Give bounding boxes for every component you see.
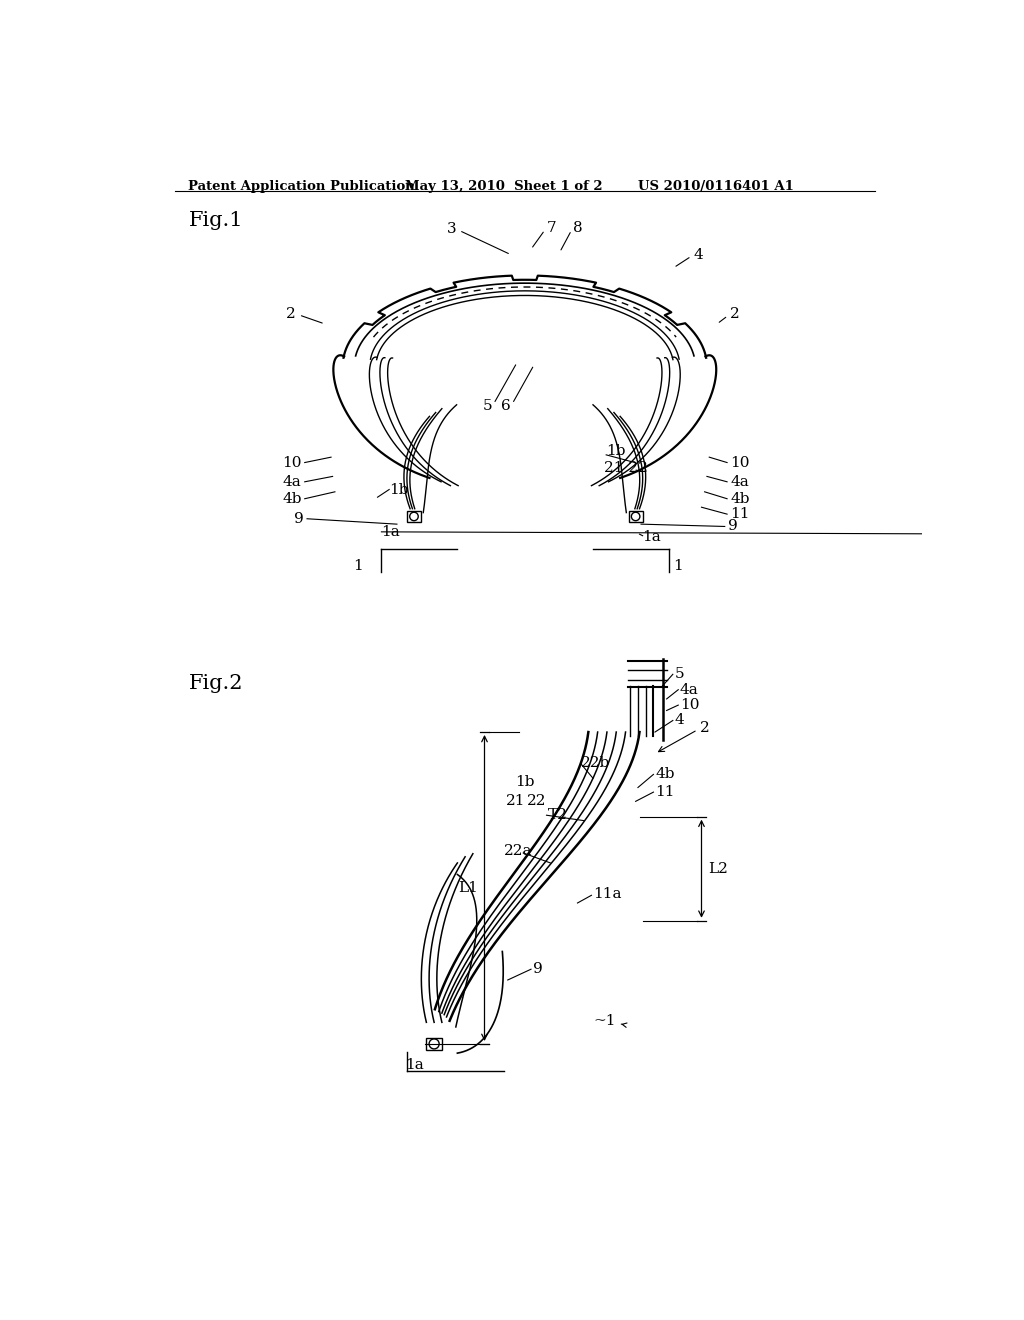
- Text: 2: 2: [700, 721, 710, 735]
- Text: 10: 10: [730, 455, 750, 470]
- Text: US 2010/0116401 A1: US 2010/0116401 A1: [638, 180, 794, 193]
- Text: L2: L2: [708, 862, 728, 875]
- Text: 22a: 22a: [504, 845, 532, 858]
- Text: 22: 22: [527, 795, 547, 808]
- Text: 9: 9: [728, 520, 737, 533]
- Text: 1b: 1b: [515, 775, 535, 789]
- Text: 21 22: 21 22: [604, 461, 648, 475]
- Text: 2: 2: [287, 308, 296, 321]
- Text: 1b: 1b: [389, 483, 409, 496]
- Text: 4a: 4a: [680, 682, 698, 697]
- Text: 22b: 22b: [582, 756, 610, 770]
- Text: 4a: 4a: [730, 475, 749, 488]
- Text: 4b: 4b: [282, 492, 302, 506]
- Text: 5: 5: [675, 668, 684, 681]
- Text: May 13, 2010  Sheet 1 of 2: May 13, 2010 Sheet 1 of 2: [406, 180, 603, 193]
- Text: 4: 4: [675, 714, 684, 727]
- Text: 10: 10: [680, 698, 699, 711]
- Text: 1b: 1b: [606, 444, 626, 458]
- Text: 21: 21: [506, 795, 525, 808]
- Text: 9: 9: [532, 962, 543, 977]
- Text: 11a: 11a: [593, 887, 622, 900]
- Text: 3: 3: [446, 222, 457, 236]
- Bar: [629, 511, 643, 521]
- Text: 1: 1: [674, 560, 683, 573]
- Text: 4b: 4b: [730, 492, 750, 506]
- Text: 11: 11: [730, 507, 750, 521]
- Text: 4a: 4a: [283, 475, 302, 488]
- Text: 1a: 1a: [643, 531, 662, 544]
- Text: 2: 2: [730, 308, 740, 321]
- Text: 4b: 4b: [655, 767, 675, 781]
- Text: 8: 8: [572, 220, 583, 235]
- Bar: [426, 1038, 442, 1051]
- Text: L1: L1: [459, 880, 478, 895]
- Text: ~1: ~1: [593, 1014, 627, 1028]
- Text: 7: 7: [547, 220, 556, 235]
- Text: T2: T2: [548, 808, 568, 822]
- Text: Patent Application Publication: Patent Application Publication: [188, 180, 415, 193]
- Text: 1: 1: [353, 560, 364, 573]
- Text: Fig.1: Fig.1: [188, 211, 243, 230]
- Text: 6: 6: [501, 400, 511, 413]
- Text: 10: 10: [282, 455, 302, 470]
- Bar: [407, 511, 421, 521]
- Text: 9: 9: [294, 512, 304, 525]
- Text: 5: 5: [482, 400, 493, 413]
- Text: 4: 4: [693, 248, 703, 261]
- Text: 1a: 1a: [406, 1057, 424, 1072]
- Text: 1a: 1a: [381, 525, 400, 539]
- Text: Fig.2: Fig.2: [188, 675, 243, 693]
- Text: 11: 11: [655, 785, 675, 799]
